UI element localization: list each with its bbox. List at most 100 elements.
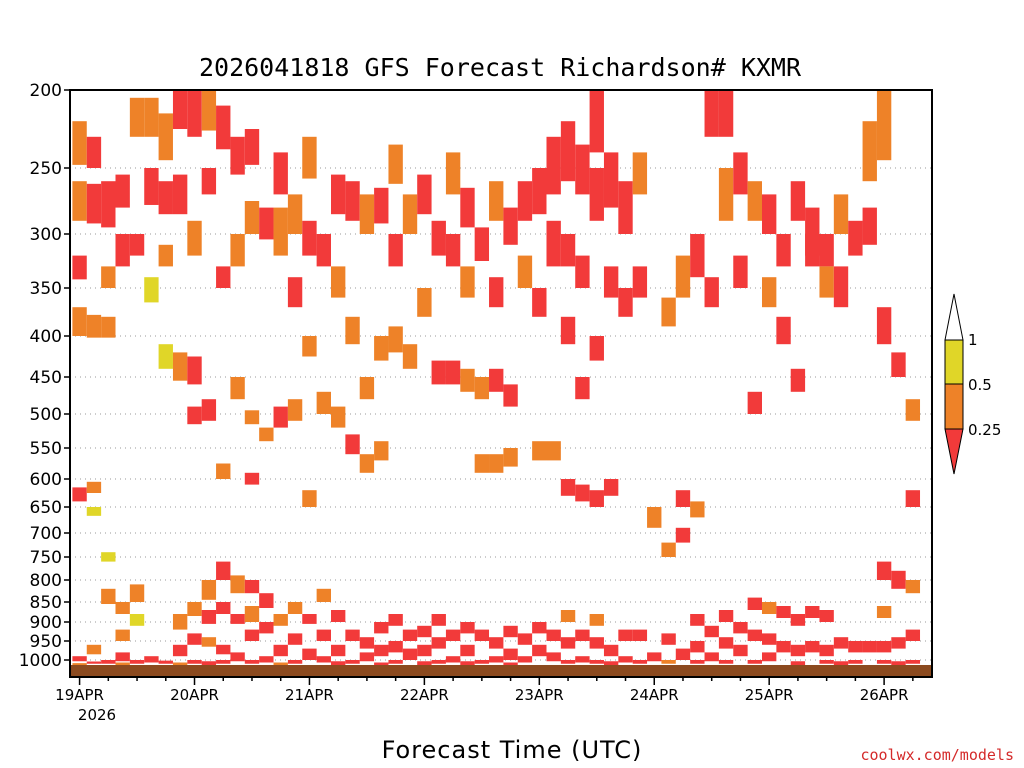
ri-cell (474, 454, 490, 473)
ri-cell (718, 90, 734, 137)
ri-cell (690, 501, 705, 518)
ri-cell (891, 661, 906, 665)
ri-cell (431, 614, 446, 626)
ri-cell (402, 194, 418, 234)
colorbar-top-arrow (944, 293, 964, 341)
ri-cell (345, 434, 360, 455)
ri-cell (862, 207, 877, 245)
ri-cell (546, 220, 561, 267)
ri-cell (316, 391, 331, 414)
ri-cell (503, 648, 518, 660)
ri-cell (187, 406, 202, 425)
ri-cell (302, 490, 317, 507)
ri-cell (144, 97, 159, 137)
ri-cell (776, 641, 791, 653)
ri-cell (445, 360, 461, 385)
ri-cell (905, 580, 921, 594)
ri-cell (632, 152, 648, 195)
ri-cell (388, 641, 403, 653)
colorbar-bottom-arrow (944, 428, 964, 475)
y-tick-label: 950 (30, 632, 62, 652)
ri-cell (172, 662, 188, 665)
x-tick-label: 24APR (630, 686, 679, 704)
ri-cell (891, 637, 906, 649)
ri-cell (345, 316, 360, 345)
ri-cell (216, 602, 231, 614)
ri-cell (489, 181, 504, 221)
ri-cell (86, 644, 102, 655)
ri-cell (201, 168, 217, 195)
ri-cell (402, 629, 418, 641)
ri-cell (560, 637, 576, 649)
ri-cell (273, 207, 288, 256)
ri-cell (431, 360, 446, 385)
ri-cell (86, 661, 102, 664)
ri-cell (575, 377, 590, 400)
ri-cell (790, 181, 806, 221)
ri-cell (244, 606, 260, 622)
ri-cell (244, 660, 260, 664)
ri-cell (115, 652, 130, 662)
ri-cell (532, 622, 547, 634)
ri-cell (287, 633, 303, 645)
ri-cell (259, 207, 274, 240)
ri-cell (330, 610, 346, 622)
ri-cell (776, 316, 791, 345)
ri-cell (230, 234, 245, 267)
ri-cell (101, 266, 116, 288)
ri-cell (172, 90, 188, 129)
ri-cell (244, 580, 260, 594)
ri-cell (575, 484, 590, 502)
ri-cell (589, 168, 604, 221)
ri-cell (661, 633, 676, 645)
ri-cell (489, 277, 504, 308)
ri-cell (158, 660, 173, 664)
ri-cell (675, 255, 691, 298)
ri-cell (72, 307, 87, 336)
ri-cell (589, 336, 604, 361)
ri-cell (733, 255, 748, 288)
ri-cell (230, 377, 245, 400)
ri-cell (848, 641, 863, 653)
x-tick-label: 23APR (515, 686, 564, 704)
ri-cell (187, 220, 202, 256)
ri-cell (632, 629, 648, 641)
ri-cell (345, 660, 360, 664)
ri-cell (216, 644, 231, 655)
ri-cell (302, 220, 317, 256)
ri-cell (417, 661, 432, 665)
y-tick-label: 400 (30, 327, 62, 347)
ri-cell (560, 316, 576, 345)
ri-cell (201, 90, 217, 131)
ri-cell (187, 602, 202, 616)
ri-cell (402, 648, 418, 660)
ri-cell (302, 648, 317, 660)
ri-cell (891, 570, 906, 589)
ri-cell (833, 266, 849, 308)
ri-cell (172, 352, 188, 381)
ri-cell (460, 266, 475, 298)
ri-cell (546, 136, 561, 195)
ri-cell (445, 629, 461, 641)
ri-cell (474, 227, 490, 261)
ri-cell (560, 121, 576, 182)
ri-cell (747, 629, 762, 641)
ri-cell (503, 662, 518, 665)
ri-cell (560, 234, 576, 267)
ri-cell (302, 614, 317, 624)
ri-cell (905, 660, 921, 664)
ri-cell (532, 168, 547, 215)
ri-cell (503, 625, 518, 638)
ri-cell (316, 656, 331, 663)
ri-cell (618, 656, 633, 663)
ri-cell (201, 661, 217, 665)
ri-cell (129, 660, 145, 664)
ri-cell (690, 641, 705, 653)
x-tick-label: 20APR (170, 686, 219, 704)
ri-cell (201, 580, 217, 600)
ri-cell (661, 297, 676, 327)
ri-cell (560, 660, 576, 664)
ri-cell (618, 629, 633, 641)
ri-cell (474, 377, 490, 400)
